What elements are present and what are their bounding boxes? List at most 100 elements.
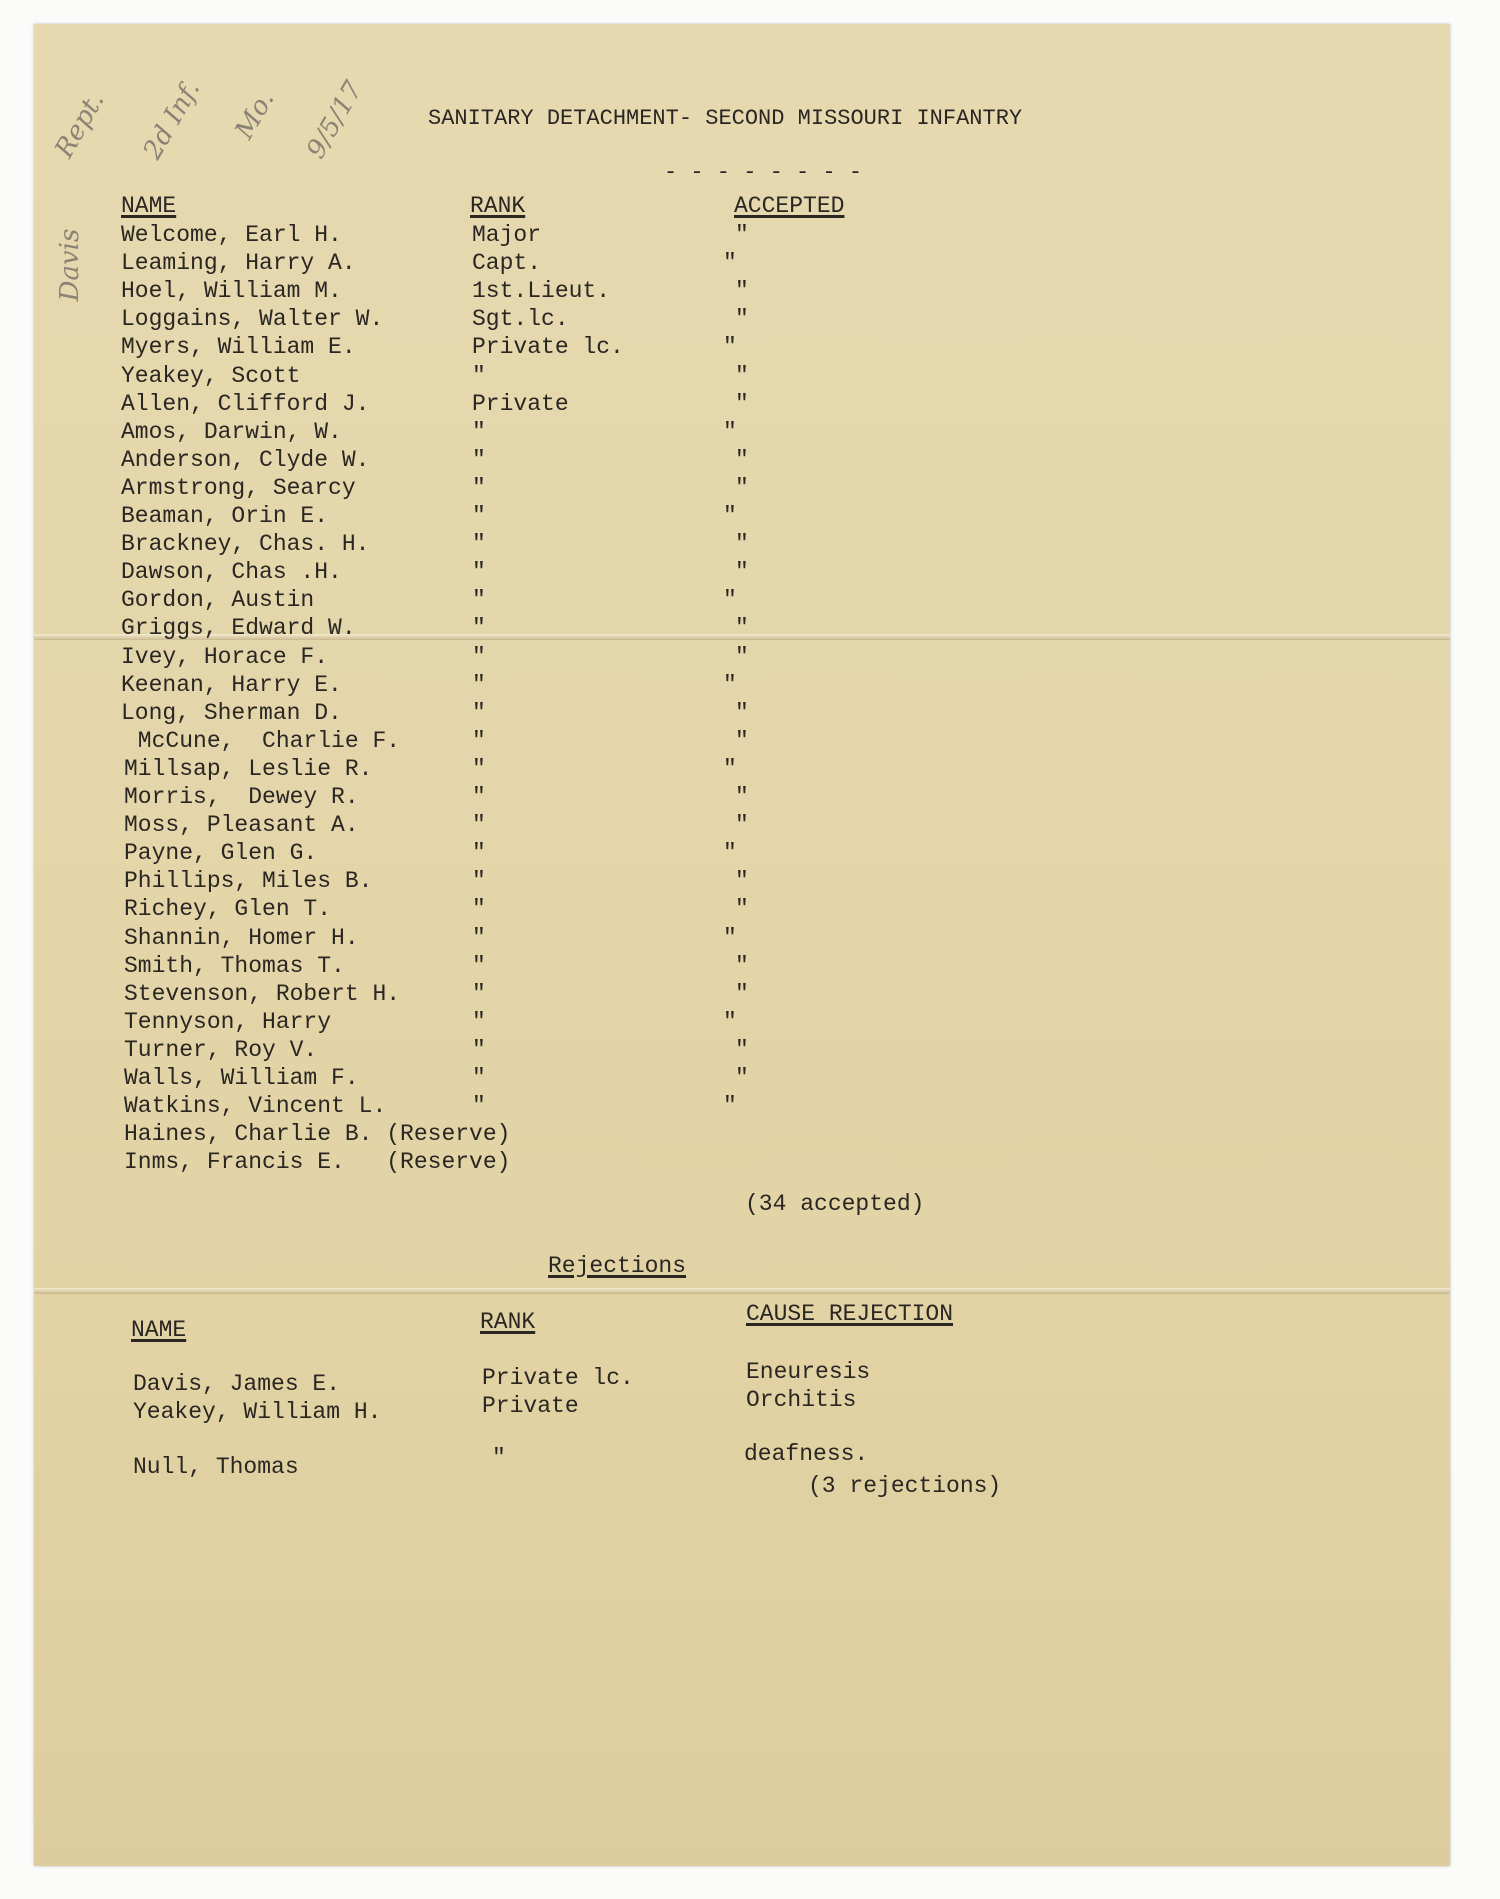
accepted-name: Amos, Darwin, W. — [121, 418, 342, 445]
accepted-rank: " — [472, 531, 486, 558]
accepted-name: Brackney, Chas. H. — [121, 531, 370, 558]
header-accepted: ACCEPTED — [734, 193, 845, 219]
accepted-rank: Private lc. — [472, 334, 624, 361]
accepted-accepted: " — [735, 812, 749, 839]
accepted-name: Armstrong, Searcy — [121, 474, 356, 501]
rej-cause: deafness. — [744, 1441, 869, 1467]
accepted-rank: " — [472, 1065, 486, 1091]
accepted-name: Griggs, Edward W. — [121, 615, 356, 642]
accepted-rank: Major — [472, 222, 542, 248]
accepted-accepted: " — [723, 250, 737, 277]
accepted-accepted: " — [735, 868, 749, 895]
accepted-rank: " — [472, 868, 486, 895]
accepted-rank: Private — [472, 390, 569, 417]
accepted-accepted: " — [735, 980, 749, 1007]
accepted-name: McCune, Charlie F. — [124, 727, 401, 754]
rej-name: Null, Thomas — [133, 1454, 299, 1480]
rej-cause: Eneuresis — [746, 1359, 871, 1385]
accepted-name: Walls, William F. — [124, 1065, 359, 1091]
accepted-name: Hoel, William M. — [121, 278, 342, 305]
accepted-accepted: " — [735, 952, 749, 979]
accepted-name: Shannin, Homer H. — [124, 924, 359, 951]
accepted-name: Leaming, Harry A. — [121, 250, 356, 277]
rej-rank: Private — [482, 1393, 579, 1419]
accepted-total: (34 accepted) — [745, 1191, 925, 1217]
document-page — [34, 24, 1450, 1866]
accepted-name: Haines, Charlie B. (Reserve) — [124, 1121, 511, 1148]
rej-name: Davis, James E. — [133, 1371, 341, 1397]
accepted-rank: " — [472, 474, 486, 501]
accepted-rank: " — [472, 1093, 486, 1120]
accepted-accepted: " — [735, 390, 749, 417]
accepted-rank: " — [472, 587, 486, 614]
accepted-name: Welcome, Earl H. — [121, 222, 342, 248]
accepted-rank: Sgt.lc. — [472, 306, 569, 333]
accepted-rank: " — [472, 671, 486, 698]
accepted-accepted: " — [723, 840, 737, 867]
accepted-name: Allen, Clifford J. — [121, 390, 370, 417]
accepted-rank: " — [472, 812, 486, 839]
accepted-name: Watkins, Vincent L. — [124, 1093, 387, 1120]
accepted-rank: " — [472, 362, 486, 389]
accepted-accepted: " — [735, 643, 749, 670]
accepted-name: Richey, Glen T. — [124, 896, 332, 923]
accepted-name: Long, Sherman D. — [121, 699, 342, 726]
rej-header-cause: CAUSE REJECTION — [746, 1301, 954, 1327]
accepted-rank: " — [472, 840, 486, 867]
accepted-accepted: " — [735, 699, 749, 726]
accepted-rank: " — [472, 559, 486, 586]
accepted-rank: " — [472, 503, 486, 529]
rej-header-name: NAME — [131, 1317, 187, 1343]
rej-rank: " — [492, 1445, 506, 1471]
accepted-accepted: " — [723, 1093, 737, 1120]
accepted-name: Anderson, Clyde W. — [121, 446, 370, 473]
accepted-name: Ivey, Horace F. — [121, 643, 329, 670]
rej-cause: Orchitis — [746, 1387, 857, 1413]
accepted-name: Beaman, Orin E. — [121, 503, 329, 529]
accepted-accepted: " — [723, 334, 737, 361]
accepted-accepted: " — [735, 1036, 749, 1063]
accepted-rank: " — [472, 1008, 486, 1035]
fold-crease — [34, 1288, 1450, 1294]
accepted-name: Payne, Glen G. — [124, 840, 318, 867]
accepted-name: Yeakey, Scott — [121, 362, 301, 389]
accepted-accepted: " — [735, 1065, 749, 1091]
accepted-accepted: " — [723, 503, 737, 529]
rejections-total: (3 rejections) — [808, 1473, 1002, 1499]
accepted-accepted: " — [723, 671, 737, 698]
accepted-accepted: " — [735, 446, 749, 473]
accepted-rank: " — [472, 699, 486, 726]
accepted-name: Phillips, Miles B. — [124, 868, 373, 895]
accepted-accepted: " — [735, 531, 749, 558]
accepted-rank: " — [472, 727, 486, 754]
accepted-rank: " — [472, 643, 486, 670]
accepted-rank: " — [472, 924, 486, 951]
handwritten-margin: Davis — [55, 228, 85, 302]
accepted-rank: " — [472, 952, 486, 979]
fold-crease — [34, 634, 1450, 640]
accepted-rank: " — [472, 1036, 486, 1063]
accepted-accepted: " — [723, 924, 737, 951]
accepted-rank: " — [472, 755, 486, 782]
accepted-name: Smith, Thomas T. — [124, 952, 345, 979]
accepted-name: Stevenson, Robert H. — [124, 980, 401, 1007]
accepted-accepted: " — [723, 1008, 737, 1035]
rej-name: Yeakey, William H. — [133, 1399, 382, 1425]
accepted-name: Dawson, Chas .H. — [121, 559, 342, 586]
accepted-rank: Capt. — [472, 250, 542, 277]
accepted-rank: " — [472, 418, 486, 445]
accepted-accepted: " — [735, 222, 749, 248]
accepted-name: Keenan, Harry E. — [121, 671, 342, 698]
accepted-accepted: " — [735, 615, 749, 642]
accepted-name: Inms, Francis E. (Reserve) — [124, 1149, 511, 1176]
header-rank: RANK — [470, 193, 526, 219]
accepted-rank: " — [472, 784, 486, 810]
accepted-name: Millsap, Leslie R. — [124, 755, 373, 782]
accepted-rank: " — [472, 446, 486, 473]
accepted-name: Moss, Pleasant A. — [124, 812, 359, 839]
accepted-accepted: " — [735, 306, 749, 333]
accepted-accepted: " — [735, 784, 749, 810]
rejections-title: Rejections — [548, 1253, 687, 1279]
margin-text: Davis — [55, 228, 85, 302]
separator: - - - - - - - - — [664, 160, 863, 185]
